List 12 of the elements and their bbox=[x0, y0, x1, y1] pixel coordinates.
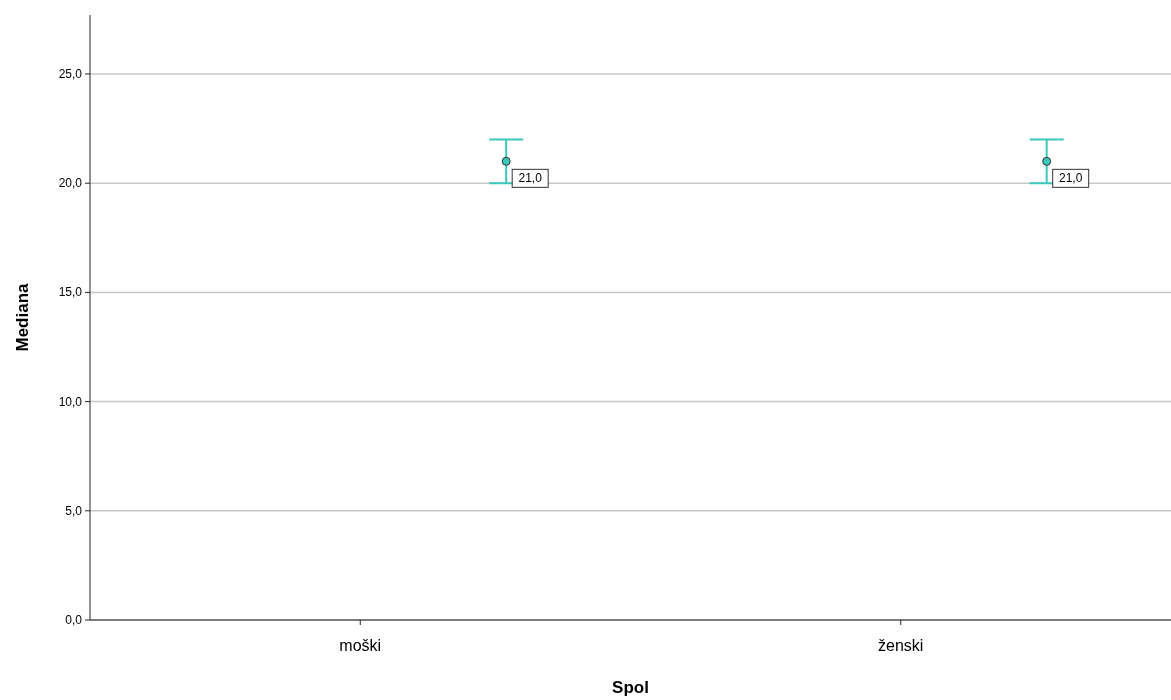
data-label: 21,0 bbox=[1059, 171, 1083, 186]
x-tick-label: ženski bbox=[878, 637, 924, 654]
y-tick-label: 25,0 bbox=[58, 66, 83, 81]
y-tick-label: 10,0 bbox=[58, 394, 83, 409]
x-tick-label: moški bbox=[339, 637, 382, 654]
y-tick-label: 20,0 bbox=[58, 176, 83, 191]
y-axis-title: Mediana bbox=[13, 282, 32, 352]
y-tick-label: 5,0 bbox=[65, 503, 83, 518]
y-tick-label: 15,0 bbox=[58, 285, 83, 300]
data-label: 21,0 bbox=[518, 171, 543, 186]
y-tick-label: 0,0 bbox=[65, 613, 83, 627]
x-axis-title: Spol bbox=[612, 678, 649, 697]
